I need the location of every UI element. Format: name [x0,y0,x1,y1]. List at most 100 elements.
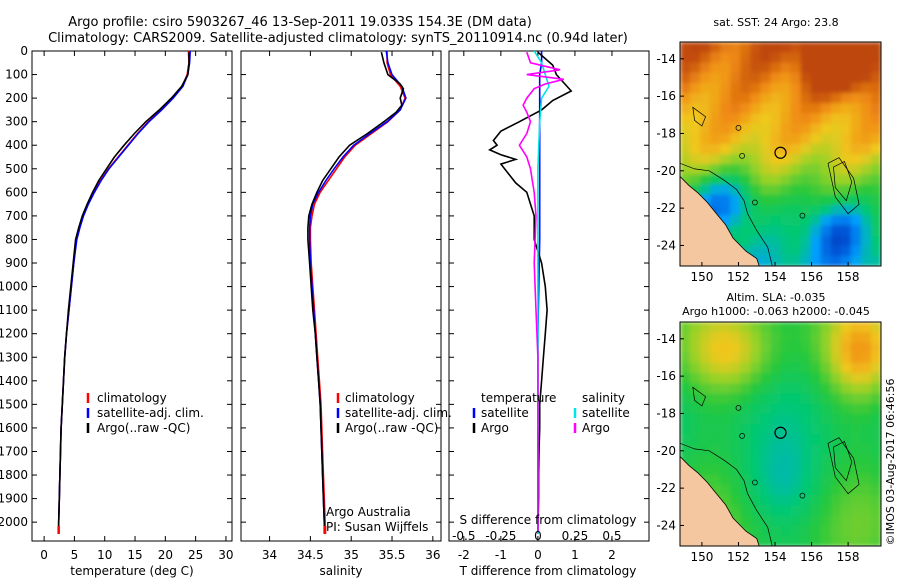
sla-cell [790,444,802,455]
sst-cell [780,154,792,165]
sst-cell [871,255,881,266]
temperature-xtick-label: 25 [188,548,203,562]
sst-cell [760,164,772,175]
temperature-xtick-label: 15 [127,548,142,562]
sla-cell [740,464,751,476]
sst-cell [690,184,701,196]
sla-cell [780,535,792,546]
sst-cell [830,133,842,145]
depth-tick-label: 800 [5,232,28,246]
sst-cell [780,164,792,175]
sst-cell [860,62,872,74]
sst-cell [871,204,881,216]
sst-cell [760,52,772,63]
sla-cell [760,413,772,425]
sla-cell [690,434,701,445]
sla-cell [830,464,842,476]
sla-cell [760,495,772,506]
sla-cell [800,362,812,374]
sst-cell [750,133,762,145]
sst-cell [690,113,701,125]
sst-cell [800,204,812,216]
temperature-lines [57,50,191,534]
sst-cell [840,225,852,237]
sla-cell [730,342,741,354]
sla-cell [850,352,862,364]
sst-cell [780,72,792,84]
sst-cell [820,72,832,84]
sla-cell [810,474,822,486]
sst-cell [830,225,842,237]
legend-argo: Argo(..raw -QC) [345,421,438,435]
sst-cell [750,245,762,257]
sst-cell [690,52,701,63]
sst-cell [790,194,802,206]
sst-cell [730,154,741,165]
sla-contours [680,386,860,546]
sst-cell [730,174,741,186]
sst-cell [770,184,782,196]
sst-cell [871,103,881,114]
sst-cell [770,235,782,247]
sst-cell [810,174,822,186]
sst-cell [700,103,711,114]
sla-cell [820,332,832,343]
sla-cell [760,332,772,343]
sla-cell [871,423,881,435]
depth-tick-label: 1200 [0,327,28,341]
sla-cell [780,474,792,486]
sla-cell [710,362,721,374]
depth-tick-label: 1500 [0,397,28,411]
sst-cell [720,174,731,186]
sst-cell [850,92,862,104]
salinity-xtick-label: 36 [425,548,440,562]
sst-cell [840,215,852,226]
sla-cell [680,444,691,455]
sst-cell [800,255,812,266]
sla-island [752,479,758,486]
sst-cell [860,143,872,155]
sst-cell [710,42,721,53]
sst-cell [810,123,822,135]
sst-cell [700,113,711,125]
sst-map-frame [679,41,882,267]
sst-map-panel: sat. SST: 24 Argo: 23.8 150 152 154 156 158 -… [656,16,882,284]
depth-tick-label: 900 [5,256,28,270]
sla-cell [770,505,782,517]
sst-cell [720,62,731,74]
sst-cell [830,92,842,104]
sla-cell [810,362,822,374]
sst-cell [770,103,782,114]
sla-cell [820,434,832,445]
sst-cell [700,72,711,84]
sst-cell [830,52,842,63]
sla-island [799,492,806,499]
sst-cell [840,42,852,53]
sla-cell [780,484,792,496]
annotation-line-1: Argo Australia [326,505,411,519]
sla-cell [820,372,832,384]
sst-cell [850,245,862,257]
sla-cell [750,525,762,537]
sla-cell [810,464,822,476]
temperature-xtick-label: 5 [71,548,79,562]
sla-cell [710,352,721,364]
sla-cell [820,525,832,537]
sst-cell [780,225,792,237]
sst-cell [820,143,832,155]
sst-cell [770,164,782,175]
sst-cell [720,204,731,216]
sla-map-xtick-label: 156 [800,550,823,564]
sla-cell [871,383,881,394]
sla-cell [871,444,881,455]
sst-cell [840,62,852,74]
sla-island [735,405,742,411]
sst-cell [750,204,762,216]
sla-cell [770,434,782,445]
sla-cell [690,383,701,394]
sla-cell [740,444,751,455]
sla-map-ytick-label: -22 [656,481,676,495]
sst-cell [830,164,842,175]
sst-cell [740,103,751,114]
sst-cell [770,92,782,104]
